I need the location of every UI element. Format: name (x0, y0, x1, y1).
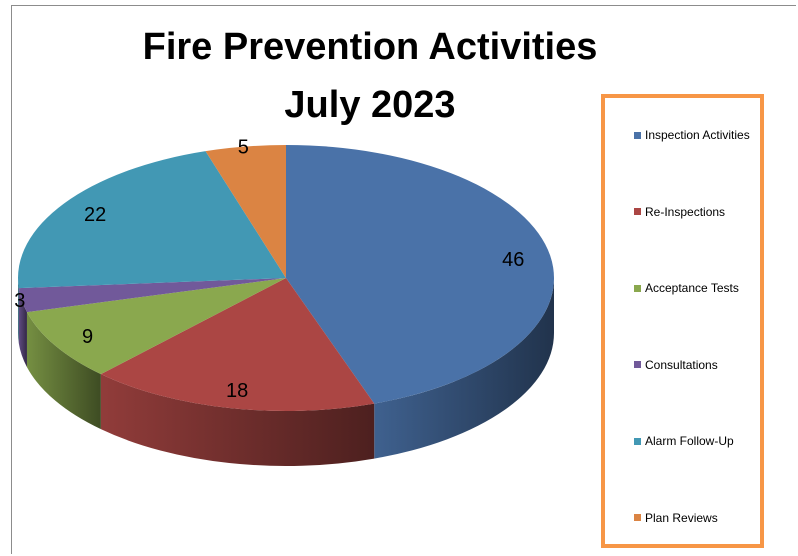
legend-swatch (634, 514, 641, 521)
pie-slice-acceptance-tests[interactable] (26, 278, 286, 375)
legend-item-acceptance-tests: Acceptance Tests (634, 281, 739, 295)
pie-slice-consultations[interactable] (18, 278, 287, 313)
legend-label: Alarm Follow-Up (645, 434, 734, 448)
pie-side-inspection-activities (374, 278, 554, 459)
data-label-acceptance-tests: 9 (82, 326, 93, 348)
data-label-re-inspections: 18 (226, 380, 248, 402)
legend-swatch (634, 361, 641, 368)
chart-title-line-1: Fire Prevention Activities (142, 26, 598, 68)
pie-side-consultations (18, 288, 27, 368)
data-label-plan-reviews: 5 (238, 137, 249, 159)
legend-item-consultations: Consultations (634, 358, 718, 372)
data-label-consultations: 3 (14, 290, 25, 312)
pie-side-alarm-follow-up (18, 278, 19, 344)
legend-label: Plan Reviews (645, 510, 718, 525)
data-label-alarm-follow-up: 22 (84, 204, 106, 226)
chart-area (11, 5, 796, 554)
legend-swatch (634, 437, 641, 445)
pie-side-re-inspections (100, 374, 375, 466)
data-label-inspection-activities: 46 (502, 249, 524, 271)
legend-label: Inspection Activities (645, 128, 750, 142)
legend-label: Re-Inspections (645, 204, 726, 219)
legend-label: Consultations (645, 357, 718, 372)
pie-slice-plan-reviews[interactable] (205, 145, 286, 278)
legend-item-plan-reviews: Plan Reviews (634, 511, 718, 525)
chart-legend: Inspection Activities Re-Inspections Accep… (601, 94, 764, 548)
pie-slice-re-inspections[interactable] (100, 278, 375, 411)
legend-swatch (634, 208, 641, 215)
legend-swatch (634, 131, 641, 139)
legend-item-inspection-activities: Inspection Activities (634, 128, 750, 142)
pie-slice-alarm-follow-up[interactable] (18, 151, 286, 289)
legend-swatch (634, 284, 641, 292)
chart-title-line-2: July 2023 (284, 84, 456, 126)
chart-title: Fire Prevention Activities July 2023 (90, 18, 650, 134)
legend-label: Acceptance Tests (645, 281, 739, 295)
pie-slice-inspection-activities[interactable] (286, 145, 555, 404)
legend-item-re-inspections: Re-Inspections (634, 205, 725, 219)
legend-item-alarm-follow-up: Alarm Follow-Up (634, 434, 734, 448)
pie-side-acceptance-tests (26, 312, 101, 430)
